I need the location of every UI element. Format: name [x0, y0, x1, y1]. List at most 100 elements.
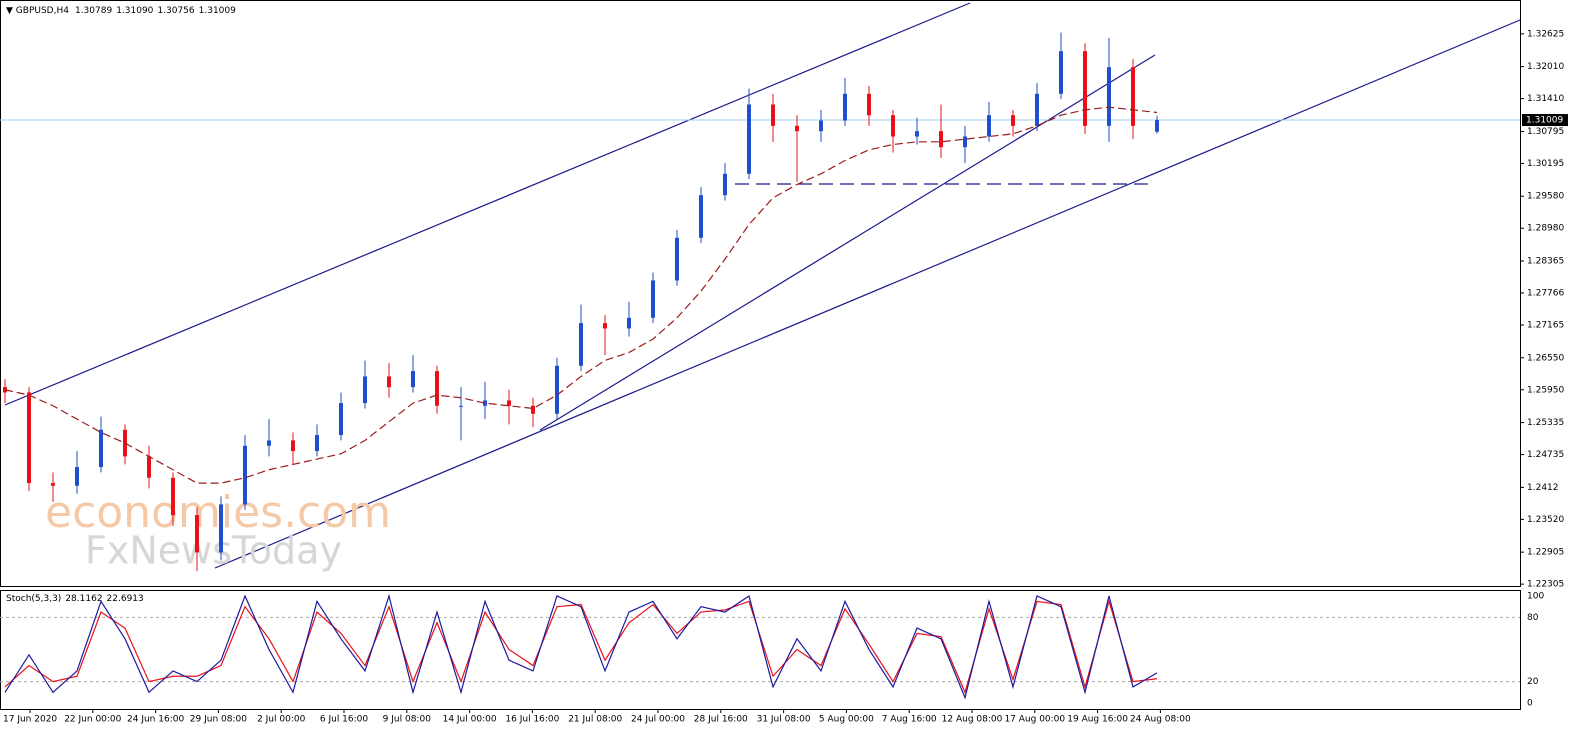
stoch-k-line: [4, 593, 1158, 700]
open: 1.30789: [75, 6, 112, 16]
y-tick-label: 1.28365: [1527, 257, 1564, 267]
candle-body: [387, 376, 391, 388]
x-tick-label: 2 Jul 00:00: [257, 715, 306, 725]
x-tick-label: 17 Jun 2020: [3, 715, 57, 725]
symbol: GBPUSD,H4: [16, 6, 69, 16]
header: ▼ GBPUSD,H4 1.30789 1.31090 1.30756 1.31009: [6, 6, 236, 16]
candle-body: [483, 400, 487, 406]
moving-average: [4, 106, 1158, 484]
candle-body: [1155, 120, 1159, 132]
watermark: economies.com: [45, 487, 391, 538]
candle-body: [819, 120, 823, 132]
stoch-k: 28.1162: [65, 594, 102, 604]
current-price-box: [1522, 114, 1568, 127]
candle-body: [195, 515, 199, 553]
candle-body: [531, 405, 535, 414]
y-tick-label: 1.22305: [1527, 580, 1564, 590]
candle-body: [1059, 51, 1063, 94]
candle-body: [51, 483, 55, 486]
candle-body: [3, 387, 7, 393]
y-tick-label: 1.30195: [1527, 159, 1564, 169]
candle-body: [915, 131, 919, 137]
x-tick-label: 9 Jul 08:00: [383, 715, 432, 725]
y-tick-label: 1.27766: [1527, 288, 1564, 298]
candle-body: [723, 173, 727, 196]
candle-body: [99, 429, 103, 468]
channel-lower: [214, 19, 1521, 569]
candle-body: [1011, 115, 1015, 126]
stoch-tick-label: 20: [1527, 677, 1539, 687]
candle-body: [1035, 93, 1039, 126]
candle-body: [171, 477, 175, 516]
candle-body: [27, 392, 31, 484]
low: 1.30756: [157, 6, 194, 16]
y-tick-label: 1.22905: [1527, 548, 1564, 558]
candle-body: [1083, 51, 1087, 126]
x-tick-label: 24 Jun 16:00: [127, 715, 184, 725]
candle-body: [75, 467, 79, 486]
x-tick-label: 14 Jul 00:00: [443, 715, 497, 725]
candle-body: [843, 93, 847, 121]
trend-lines: [4, 2, 1521, 569]
candle-body: [699, 195, 703, 238]
stoch-name: Stoch(5,3,3): [6, 594, 61, 604]
candle-body: [147, 456, 151, 478]
candle-body: [459, 405, 463, 407]
y-tick-label: 1.31410: [1527, 94, 1564, 104]
watermark: FxNewsToday: [85, 529, 342, 573]
trend-line: [539, 54, 1156, 431]
y-tick-label: 1.25335: [1527, 418, 1564, 428]
y-tick-label: 1.29580: [1527, 192, 1564, 202]
candle-body: [579, 323, 583, 366]
candle-body: [987, 115, 991, 137]
x-tick-label: 28 Jul 16:00: [694, 715, 748, 725]
stoch-d: 22.6913: [107, 594, 144, 604]
candle-body: [867, 93, 871, 116]
stoch-header: Stoch(5,3,3) 28.1162 22.6913: [6, 594, 144, 604]
channel-upper: [4, 2, 971, 406]
candle-body: [267, 440, 271, 446]
candle-body: [219, 504, 223, 553]
stoch-panel: [0, 590, 1521, 710]
candle-body: [243, 445, 247, 505]
candle-body: [795, 125, 799, 132]
candle-body: [627, 317, 631, 329]
y-tick-label: 1.30795: [1527, 127, 1564, 137]
candle-body: [363, 376, 367, 404]
x-tick-label: 19 Aug 16:00: [1067, 715, 1128, 725]
y-tick-label: 1.2412: [1527, 483, 1559, 493]
candle-body: [675, 237, 679, 281]
x-tick-label: 6 Jul 16:00: [320, 715, 369, 725]
x-tick-label: 21 Jul 08:00: [568, 715, 622, 725]
x-tick-label: 24 Jul 00:00: [631, 715, 685, 725]
candle-body: [507, 400, 511, 406]
y-tick-label: 1.23520: [1527, 515, 1564, 525]
x-tick-label: 17 Aug 00:00: [1004, 715, 1065, 725]
high: 1.31090: [116, 6, 153, 16]
y-tick-label: 1.32625: [1527, 29, 1564, 39]
candle-body: [771, 104, 775, 126]
x-tick-label: 22 Jun 00:00: [64, 715, 121, 725]
x-tick-label: 29 Jun 08:00: [190, 715, 247, 725]
candle-body: [891, 115, 895, 137]
candle-body: [939, 131, 943, 148]
y-tick-label: 1.26550: [1527, 353, 1564, 363]
candle-body: [315, 435, 319, 452]
y-tick-label: 1.28980: [1527, 224, 1564, 234]
candle-body: [555, 365, 559, 414]
stoch-d-line: [4, 599, 1158, 695]
x-tick-label: 31 Jul 08:00: [757, 715, 811, 725]
candle-body: [651, 280, 655, 318]
candle-body: [963, 136, 967, 148]
candle-body: [1131, 67, 1135, 126]
candle-body: [1107, 67, 1111, 126]
stoch-tick-label: 100: [1527, 592, 1544, 602]
y-tick-label: 1.27165: [1527, 320, 1564, 330]
candle-body: [291, 440, 295, 452]
stoch-tick-label: 0: [1527, 699, 1533, 709]
stoch-tick-label: 80: [1527, 613, 1539, 623]
x-tick-label: 16 Jul 16:00: [505, 715, 559, 725]
candle-body: [339, 403, 343, 436]
